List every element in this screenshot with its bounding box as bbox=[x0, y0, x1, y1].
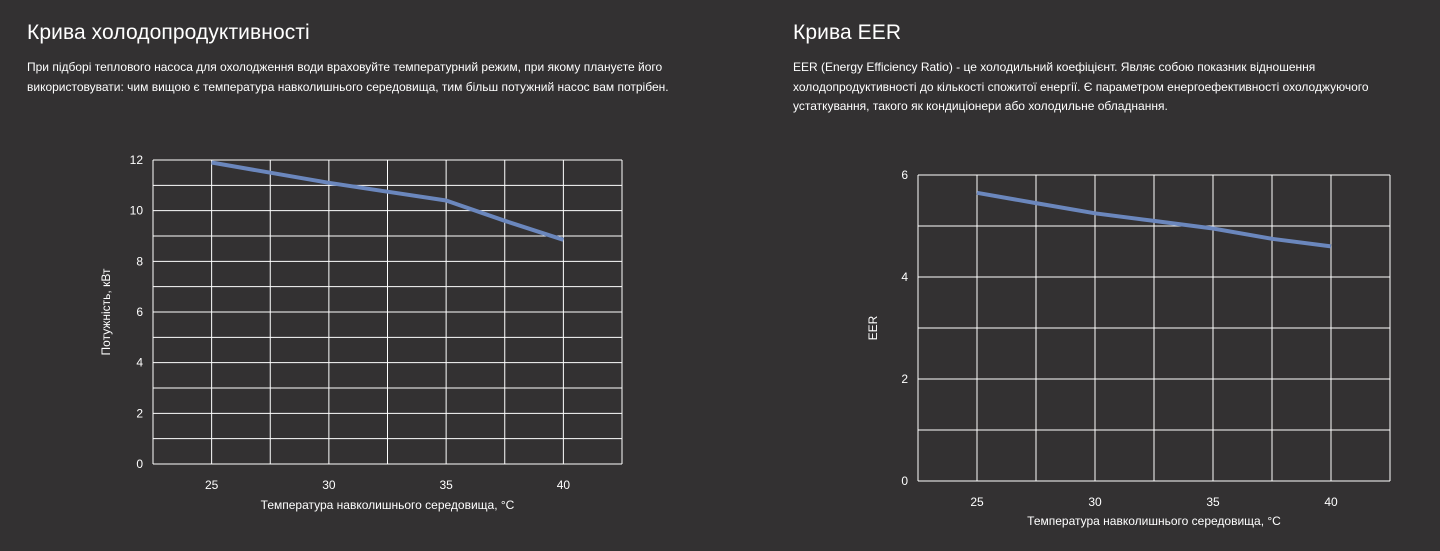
cooling-capacity-chart: 0 2 4 6 8 10 12 25 30 35 40 Температура навколишньо… bbox=[99, 153, 623, 512]
eer-chart: 0 2 4 6 25 30 35 40 Температура навколишнього се… bbox=[866, 168, 1391, 528]
x-tick-label: 25 bbox=[970, 495, 984, 509]
x-axis-label: Температура навколишнього середовища, °C bbox=[1027, 514, 1281, 528]
panel-title: Крива EER bbox=[793, 21, 902, 44]
x-tick-label: 30 bbox=[322, 478, 336, 492]
y-tick-label: 8 bbox=[136, 254, 143, 268]
y-axis-label: EER bbox=[866, 315, 880, 340]
y-tick-label: 0 bbox=[901, 474, 908, 488]
y-tick-label: 4 bbox=[901, 270, 908, 284]
x-axis-label: Температура навколишнього середовища, °C bbox=[261, 498, 515, 512]
x-tick-label: 40 bbox=[557, 478, 571, 492]
chart-panel-cooling-capacity: Крива холодопродуктивності При підборі т… bbox=[27, 0, 727, 551]
y-tick-label: 4 bbox=[136, 356, 143, 370]
x-tick-label: 35 bbox=[439, 478, 453, 492]
chart-panel-eer: Крива EER EER (Energy Efficiency Ratio) … bbox=[793, 0, 1413, 551]
x-tick-label: 30 bbox=[1088, 495, 1102, 509]
panel-description: При підборі теплового насоса для охолодж… bbox=[27, 60, 669, 94]
series-line bbox=[211, 160, 565, 242]
x-tick-label: 35 bbox=[1206, 495, 1220, 509]
y-axis-label: Потужність, кВт bbox=[99, 268, 113, 355]
y-tick-label: 6 bbox=[136, 305, 143, 319]
y-tick-label: 0 bbox=[136, 457, 143, 471]
y-tick-label: 10 bbox=[130, 204, 144, 218]
y-tick-label: 2 bbox=[901, 372, 908, 386]
series-line bbox=[976, 190, 1332, 249]
panel-title: Крива холодопродуктивності bbox=[27, 21, 310, 44]
x-tick-label: 25 bbox=[205, 478, 219, 492]
x-tick-label: 40 bbox=[1324, 495, 1338, 509]
panel-description: EER (Energy Efficiency Ratio) - це холод… bbox=[793, 60, 1369, 113]
y-tick-label: 6 bbox=[901, 168, 908, 182]
y-tick-label: 2 bbox=[136, 406, 143, 420]
y-tick-label: 12 bbox=[130, 153, 144, 167]
